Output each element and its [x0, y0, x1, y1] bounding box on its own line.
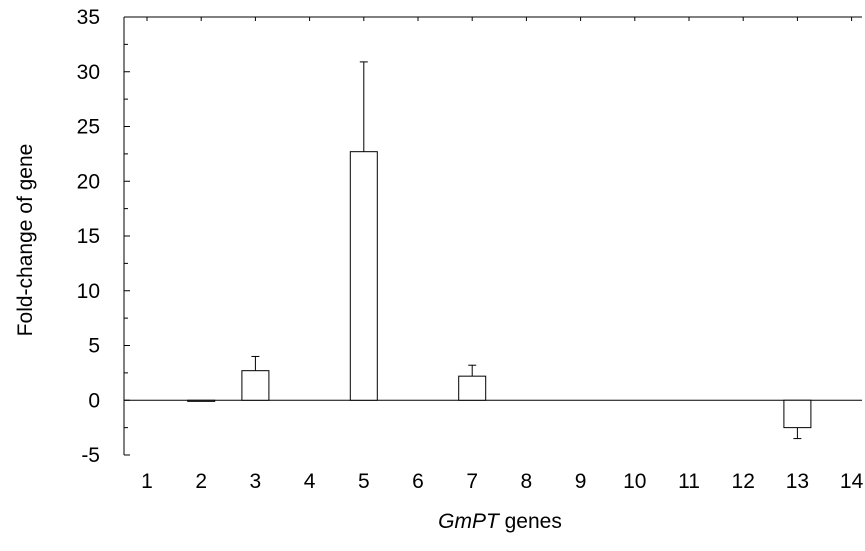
bar [458, 375, 487, 401]
y-tick-label: -5 [81, 444, 100, 467]
x-tick-label: 12 [732, 470, 755, 493]
y-tick-labels: 35 30 25 20 15 10 5 0 -5 [77, 6, 100, 467]
axes [123, 16, 862, 456]
x-tick-label: 10 [623, 470, 646, 493]
x-tick-label: 11 [678, 470, 700, 493]
y-tick-label: 25 [77, 116, 100, 139]
x-axis-label: GmPT genes [438, 510, 562, 533]
x-axis-label-rest: genes [499, 510, 562, 533]
bar [187, 399, 216, 402]
x-tick-label: 8 [521, 470, 533, 493]
y-tick-label: 30 [77, 61, 100, 84]
bars [187, 151, 812, 429]
x-tick-label: 1 [141, 470, 153, 493]
y-tick-label: 15 [77, 225, 100, 248]
error-bars [251, 61, 802, 440]
x-tick-label: 7 [466, 470, 478, 493]
y-tick-label: 20 [77, 170, 100, 193]
y-axis-label: Fold-change of gene [14, 144, 37, 337]
x-tick-label: 3 [250, 470, 262, 493]
x-tick-label: 4 [304, 470, 316, 493]
x-tick-labels: 1 2 3 4 5 6 7 8 9 10 11 12 13 14 [141, 470, 863, 493]
y-tick-label: 5 [88, 335, 100, 358]
x-tick-label: 2 [195, 470, 207, 493]
y-tick-label: 0 [88, 389, 100, 412]
x-tick-label: 6 [412, 470, 424, 493]
x-tick-label: 9 [575, 470, 587, 493]
bar [241, 370, 270, 401]
x-tick-label: 5 [358, 470, 370, 493]
y-tick-label: 35 [77, 6, 100, 29]
y-tick-label: 10 [77, 280, 100, 303]
x-tick-label: 14 [840, 470, 864, 493]
x-axis-label-italic: GmPT [438, 510, 501, 533]
x-tick-label: 13 [786, 470, 809, 493]
bar [349, 151, 378, 401]
bar [783, 399, 812, 429]
